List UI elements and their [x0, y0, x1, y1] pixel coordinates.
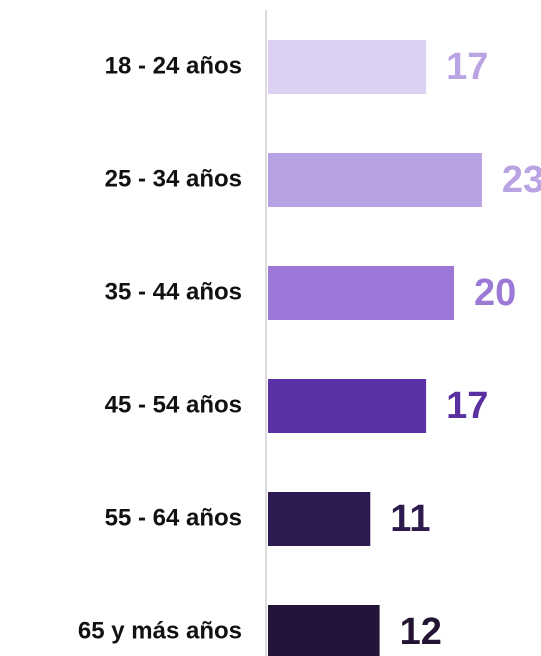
value-label: 23 [502, 159, 541, 201]
bar [268, 379, 427, 433]
category-label: 35 - 44 años [105, 278, 242, 305]
bar [268, 40, 427, 94]
value-label: 17 [446, 385, 488, 427]
bar [268, 266, 454, 320]
value-label: 12 [400, 611, 442, 653]
category-label: 65 y más años [78, 617, 242, 644]
bar [268, 492, 371, 546]
bar [268, 605, 380, 656]
category-label: 45 - 54 años [105, 391, 242, 418]
category-label: 18 - 24 años [105, 52, 242, 79]
value-label: 17 [446, 46, 488, 88]
category-label: 55 - 64 años [105, 504, 242, 531]
category-label: 25 - 34 años [105, 165, 242, 192]
value-label: 11 [390, 498, 430, 540]
value-label: 20 [474, 272, 516, 314]
bar [268, 153, 482, 207]
